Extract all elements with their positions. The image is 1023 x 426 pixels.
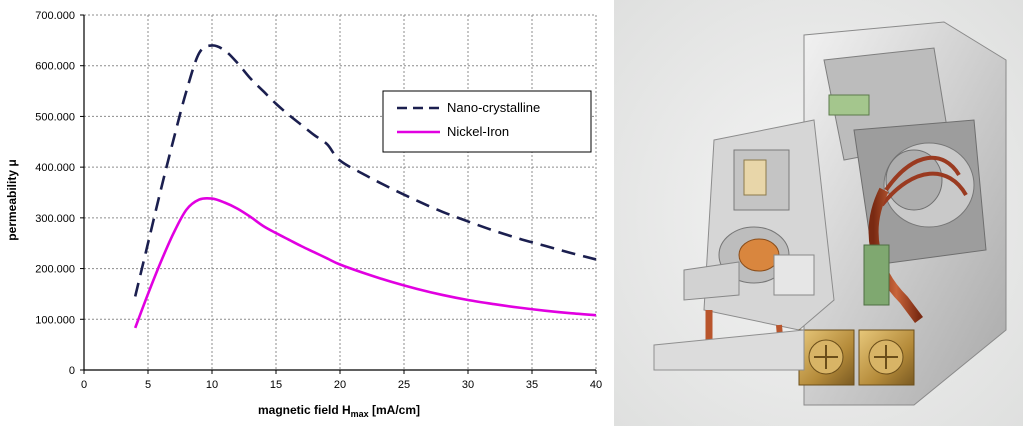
y-tick-label: 100.000: [35, 314, 75, 326]
base-rail: [653, 261, 805, 371]
x-tick-label: 40: [590, 379, 602, 391]
x-tick-label: 25: [398, 379, 410, 391]
chart-legend: Nano-crystalline Nickel-Iron: [382, 90, 592, 153]
x-tick-label: 20: [334, 379, 346, 391]
actuator-mechanism: [718, 94, 890, 306]
chart-svg: 0 100.000 200.000 300.000 400.000 500.000 600.…: [5, 10, 602, 419]
breaker-coil: [880, 142, 975, 228]
y-axis-label: permeability μ: [5, 159, 19, 240]
x-axis-label: magnetic field Hmax [mA/cm]: [258, 403, 420, 419]
legend-label-nickel-iron: Nickel-Iron: [447, 124, 509, 139]
x-tick-label: 35: [526, 379, 538, 391]
legend-label-nano-crystalline: Nano-crystalline: [447, 100, 540, 115]
y-tick-label: 700.000: [35, 10, 75, 22]
breaker-illustration: [614, 0, 1023, 426]
series-line-nickel-iron: [133, 196, 597, 329]
circuit-breaker-cutaway-photo: [614, 0, 1023, 426]
x-tick-label: 10: [206, 379, 218, 391]
chart-grid: [84, 14, 597, 370]
y-tick-label: 300.000: [35, 213, 75, 225]
x-axis-label-subscript: max: [351, 409, 369, 419]
chart-tick-labels: 0 100.000 200.000 300.000 400.000 500.000 600.…: [35, 10, 602, 391]
y-tick-label: 600.000: [35, 61, 75, 73]
y-tick-label: 200.000: [35, 264, 75, 276]
y-tick-label: 0: [69, 365, 75, 377]
x-tick-label: 15: [270, 379, 282, 391]
brass-terminals: [798, 329, 915, 386]
x-axis-label-main: magnetic field H: [258, 403, 351, 417]
x-tick-label: 0: [81, 379, 87, 391]
chart-series: [133, 44, 597, 329]
permeability-chart: 0 100.000 200.000 300.000 400.000 500.000 600.…: [5, 10, 603, 419]
y-tick-label: 500.000: [35, 111, 75, 123]
x-tick-label: 30: [462, 379, 474, 391]
y-tick-label: 400.000: [35, 162, 75, 174]
chart-axes: [80, 14, 597, 374]
x-tick-label: 5: [145, 379, 151, 391]
x-axis-label-unit: [mA/cm]: [369, 403, 420, 417]
legend-box: [382, 90, 592, 153]
series-line-nano-crystalline: [133, 44, 597, 297]
